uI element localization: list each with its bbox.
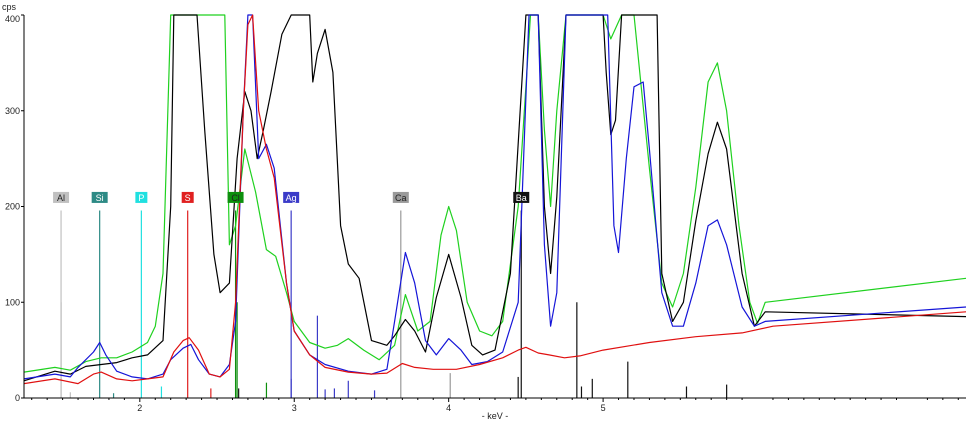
y-axis-title: cps <box>2 2 17 12</box>
element-label-p: P <box>138 193 144 203</box>
element-label-ba: Ba <box>516 193 527 203</box>
element-label-box-si[interactable] <box>91 191 108 203</box>
y-tick-label-100: 100 <box>5 297 20 307</box>
element-label-box-cl[interactable] <box>227 191 244 203</box>
element-label-box-ba[interactable] <box>513 191 530 203</box>
y-tick-label-200: 200 <box>5 202 20 212</box>
element-label-s: S <box>185 193 191 203</box>
element-label-box-s[interactable] <box>181 191 194 203</box>
x-tick-label-5: 5 <box>601 403 606 413</box>
element-label-box-ca[interactable] <box>392 191 409 203</box>
element-label-al: Al <box>57 193 65 203</box>
x-tick-label-3: 3 <box>292 403 297 413</box>
y-tick-label-0: 0 <box>15 393 20 403</box>
x-axis-title: - keV - <box>482 411 509 421</box>
y-tick-label-300: 300 <box>5 106 20 116</box>
element-label-box-ag[interactable] <box>283 191 300 203</box>
element-label-ca: Ca <box>395 193 407 203</box>
tick-labels: 0 100 200 300 400 2 3 4 5 <box>5 14 959 413</box>
plot-background <box>24 15 966 398</box>
series-line-3 <box>23 14 967 385</box>
x-tick-label-2: 2 <box>137 403 142 413</box>
element-label-box-p[interactable] <box>135 191 148 203</box>
element-label-si: Si <box>96 193 104 203</box>
x-tick-label-4: 4 <box>446 403 451 413</box>
element-label-cl: Cl <box>231 193 240 203</box>
y-tick-label-400: 400 <box>5 14 20 24</box>
element-label-box-al[interactable] <box>53 191 70 203</box>
series-lines <box>23 14 967 385</box>
element-label-ag: Ag <box>286 193 297 203</box>
element-labels: Al Si P S Cl Ag Ca Ba <box>53 191 530 203</box>
series-line-1 <box>23 14 967 382</box>
